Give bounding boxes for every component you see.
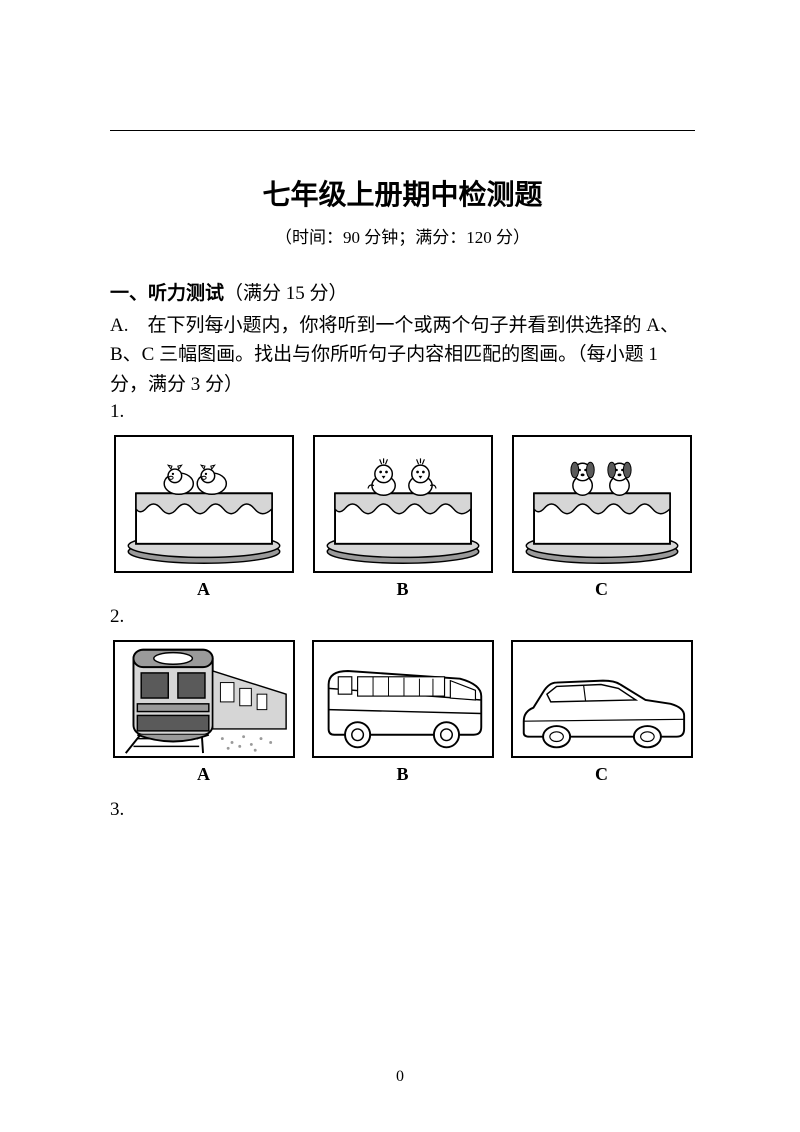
section-name: 听力测试 <box>148 283 224 304</box>
bus-icon <box>314 642 492 756</box>
car-icon <box>513 642 691 756</box>
q1-option-c: C <box>502 435 701 600</box>
q1-option-b: B <box>303 435 502 600</box>
q1-option-a: A <box>104 435 303 600</box>
question-1-number: 1. <box>110 401 695 423</box>
q1-image-b <box>313 435 493 573</box>
q2-image-c <box>511 640 693 758</box>
q2-image-a <box>113 640 295 758</box>
section-heading: 一、听力测试（满分 15 分） <box>110 278 695 305</box>
question-2-number: 2. <box>110 606 695 628</box>
q2-option-c: C <box>502 640 701 785</box>
q2-label-c: C <box>506 764 697 785</box>
q1-label-c: C <box>506 579 697 600</box>
q2-option-a: A <box>104 640 303 785</box>
q1-image-a <box>114 435 294 573</box>
section-number: 一、 <box>110 283 148 304</box>
cake-pigs-icon <box>116 437 292 571</box>
top-rule <box>110 130 695 131</box>
page-number: 0 <box>0 1068 800 1086</box>
page-title: 七年级上册期中检测题 <box>110 173 695 213</box>
q1-image-c <box>512 435 692 573</box>
q2-label-b: B <box>307 764 498 785</box>
train-icon <box>115 642 293 756</box>
q2-label-a: A <box>108 764 299 785</box>
q2-image-b <box>312 640 494 758</box>
page-subtitle: （时间：90 分钟；满分：120 分） <box>110 223 695 248</box>
section-instructions: A. 在下列每小题内，你将听到一个或两个句子并看到供选择的 A、B、C 三幅图画… <box>110 311 695 399</box>
q1-label-a: A <box>108 579 299 600</box>
instruction-text: 在下列每小题内，你将听到一个或两个句子并看到供选择的 A、B、C 三幅图画。找出… <box>110 315 679 395</box>
section-score: （满分 15 分） <box>224 283 348 304</box>
page: 七年级上册期中检测题 （时间：90 分钟；满分：120 分） 一、听力测试（满分… <box>0 0 800 821</box>
question-2-images: A <box>104 640 701 785</box>
question-3-number: 3. <box>110 799 695 821</box>
cake-chicks-icon <box>315 437 491 571</box>
q1-label-b: B <box>307 579 498 600</box>
cake-dogs-icon <box>514 437 690 571</box>
instruction-prefix: A. <box>110 315 147 336</box>
q2-option-b: B <box>303 640 502 785</box>
question-1-images: A <box>104 435 701 600</box>
